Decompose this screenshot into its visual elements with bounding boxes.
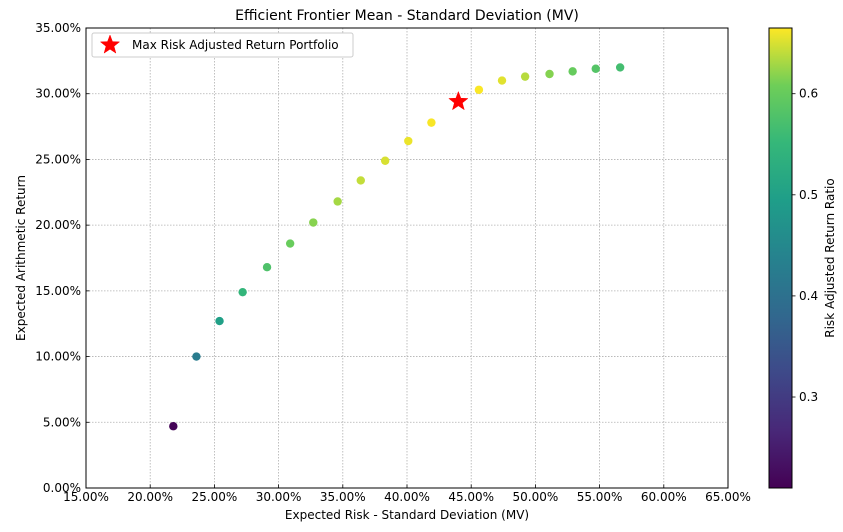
- scatter-point: [520, 72, 530, 81]
- scatter-point: [192, 352, 201, 361]
- colorbar-tick-label: 0.6: [799, 87, 818, 101]
- scatter-point: [238, 287, 247, 297]
- x-tick-label: 60.00%: [641, 490, 687, 504]
- y-tick-label: 20.00%: [35, 218, 81, 232]
- y-tick-label: 35.00%: [35, 21, 81, 35]
- scatter-point: [474, 85, 484, 94]
- legend-star-icon: [99, 34, 121, 54]
- scatter-point: [615, 63, 625, 72]
- scatter-point: [427, 118, 436, 127]
- legend-label: Max Risk Adjusted Return Portfolio: [132, 38, 339, 52]
- y-tick-label: 25.00%: [35, 152, 81, 166]
- scatter-point: [545, 69, 554, 79]
- x-tick-label: 35.00%: [320, 490, 366, 504]
- x-tick-label: 25.00%: [192, 490, 238, 504]
- x-tick-label: 45.00%: [448, 490, 494, 504]
- x-tick-label: 30.00%: [256, 490, 302, 504]
- x-tick-label: 15.00%: [63, 490, 109, 504]
- scatter-point: [169, 422, 178, 431]
- scatter-point: [333, 197, 342, 206]
- legend: Max Risk Adjusted Return Portfolio: [91, 32, 354, 58]
- scatter-point: [309, 218, 318, 227]
- colorbar-label: Risk Adjusted Return Ratio: [823, 178, 837, 337]
- scatter-point: [497, 76, 507, 85]
- scatter-point: [356, 176, 365, 185]
- y-tick-label: 5.00%: [43, 415, 81, 429]
- max-risk-adjusted-star-marker: [448, 90, 469, 111]
- legend-box: [91, 32, 354, 58]
- colorbar-gradient: [768, 27, 793, 489]
- colorbar: 0.3 0.4 0.5 0.6 Risk Adjusted Return Ratio: [768, 27, 837, 489]
- x-tick-label: 50.00%: [513, 490, 559, 504]
- chart-title: Efficient Frontier Mean - Standard Devia…: [235, 8, 579, 24]
- x-axis-ticks: 15.00% 20.00% 25.00% 30.00% 35.00% 40.00% 45.0…: [63, 484, 751, 504]
- scatter-point: [568, 67, 577, 76]
- scatter-point: [215, 316, 224, 326]
- grid-lines: [85, 27, 729, 489]
- y-axis-label: Expected Arithmetic Return: [14, 175, 28, 341]
- colorbar-tick-label: 0.3: [799, 390, 818, 404]
- scatter-point: [262, 263, 272, 272]
- x-tick-label: 40.00%: [384, 490, 430, 504]
- x-tick-label: 20.00%: [127, 490, 173, 504]
- x-tick-label: 65.00%: [705, 490, 751, 504]
- highlight-marker-group: [448, 90, 469, 111]
- scatter-point: [285, 239, 295, 248]
- colorbar-ticks: 0.3 0.4 0.5 0.6: [792, 87, 818, 404]
- x-tick-label: 55.00%: [577, 490, 623, 504]
- scatter-point: [380, 156, 390, 165]
- colorbar-tick-label: 0.4: [799, 289, 818, 303]
- y-tick-label: 30.00%: [35, 87, 81, 101]
- y-tick-label: 15.00%: [35, 284, 81, 298]
- y-tick-label: 0.00%: [43, 481, 81, 495]
- colorbar-tick-label: 0.5: [799, 188, 818, 202]
- scatter-point: [404, 136, 413, 146]
- scatter-point: [591, 64, 600, 73]
- x-axis-label: Expected Risk - Standard Deviation (MV): [285, 508, 529, 522]
- scatter-points: [169, 63, 625, 431]
- y-tick-label: 10.00%: [35, 350, 81, 364]
- y-axis-ticks: 0.00% 5.00% 10.00% 15.00% 20.00% 25.00% 30.00%…: [35, 21, 90, 495]
